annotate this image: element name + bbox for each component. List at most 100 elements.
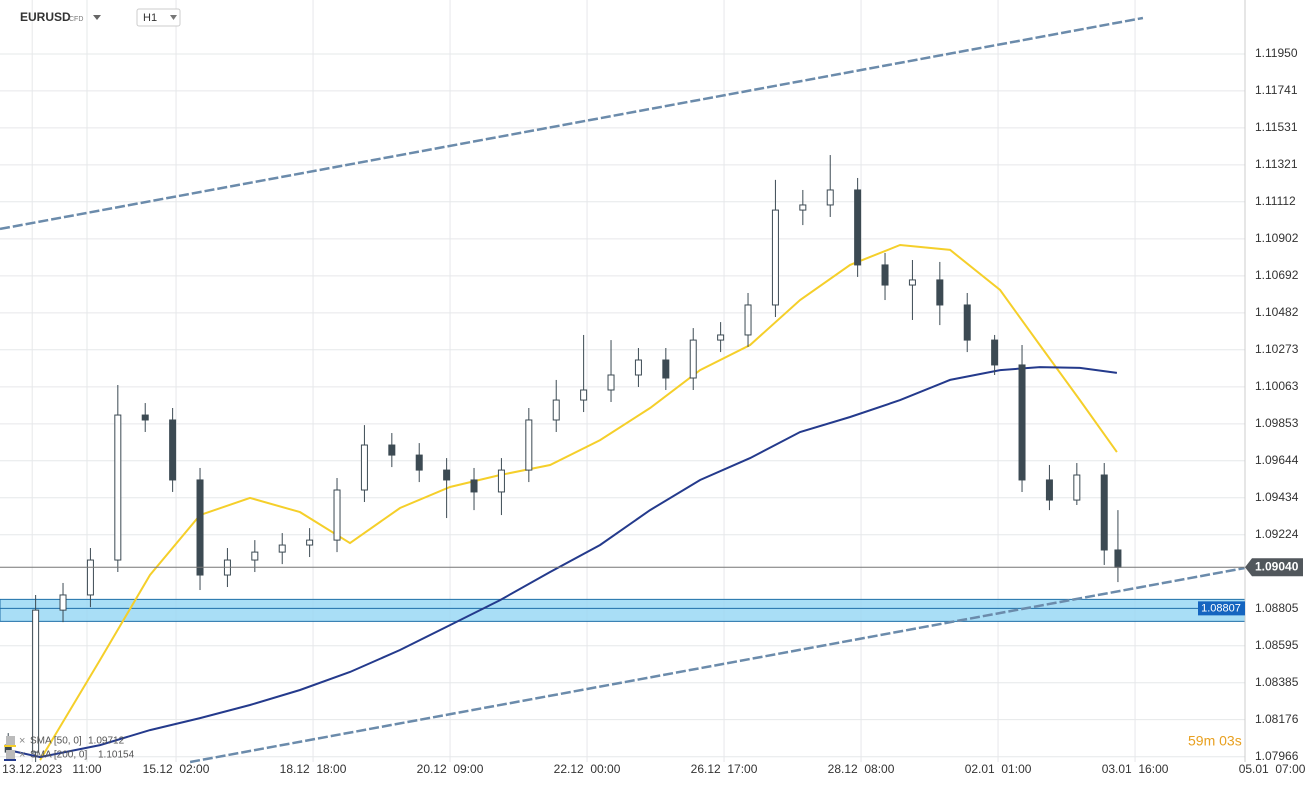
candle-body (86, 559, 94, 596)
support-label-box (1198, 601, 1245, 616)
candle-body (854, 189, 862, 266)
x-tick-label: 03.01 16:00 (1102, 762, 1169, 776)
last-price-label: 1.09040 (1255, 559, 1299, 573)
timeframe-box[interactable] (136, 8, 181, 27)
y-tick-label: 1.08805 (1255, 601, 1299, 615)
candle-body (991, 339, 999, 366)
legend-close[interactable]: × (19, 735, 25, 747)
candle-body (552, 399, 560, 421)
candle-body (607, 374, 615, 391)
y-tick-label: 1.09434 (1255, 490, 1299, 504)
x-tick-label: 15.12 02:00 (143, 762, 210, 776)
trendline (0, 16, 1144, 231)
legend-value: 1.10154 (98, 750, 135, 761)
candle-body (388, 444, 396, 456)
candle-body (744, 304, 752, 336)
y-tick-label: 1.11950 (1255, 46, 1298, 60)
y-tick-label: 1.10063 (1255, 379, 1299, 393)
candle-body (936, 279, 944, 306)
y-tick-label: 1.08385 (1255, 675, 1299, 689)
support-label: 1.08807 (1201, 602, 1241, 614)
header: EURUSD CFD H1 (20, 8, 181, 27)
candle-body (251, 551, 259, 561)
timeframe-dropdown[interactable] (170, 15, 177, 20)
candle-body (1100, 474, 1108, 551)
y-tick-label: 1.11531 (1255, 120, 1298, 134)
countdown: 59m 03s (1188, 733, 1242, 749)
sma-line (39, 243, 1118, 761)
candle-body (525, 419, 533, 471)
candle-body (32, 609, 40, 753)
candle-body (1114, 549, 1122, 568)
candle-body (881, 264, 889, 286)
last-price-box (1245, 558, 1303, 577)
trendline (189, 566, 1246, 764)
candle-body (689, 339, 697, 379)
candle-body (771, 209, 779, 306)
y-tick-label: 1.10273 (1255, 342, 1299, 356)
candle-body (114, 414, 122, 561)
legend-icon[interactable] (6, 750, 15, 759)
y-tick-label: 1.09224 (1255, 527, 1299, 541)
y-tick-label: 1.08176 (1255, 712, 1299, 726)
candle-body (278, 544, 286, 553)
candle-body (333, 489, 341, 541)
candle-body (963, 304, 971, 341)
y-tick-label: 1.10902 (1255, 231, 1299, 245)
x-tick-label: 13.12.2023 (2, 762, 62, 776)
candle-body (415, 454, 423, 471)
timeframe[interactable]: H1 (143, 12, 157, 24)
sma-line (7, 366, 1118, 759)
x-tick-label: 05.01 07:00 (1239, 762, 1306, 776)
candle-body (141, 414, 149, 421)
x-tick-label: 18.12 18:00 (280, 762, 347, 776)
x-tick-label: 11:00 (72, 762, 101, 776)
candle-body (717, 334, 725, 341)
legend-icon[interactable] (6, 736, 15, 745)
candle-body (360, 444, 368, 491)
y-tick-label: 1.09644 (1255, 453, 1299, 467)
candle-body (443, 469, 451, 481)
legend-name: SMA [200, 0] (30, 750, 87, 761)
symbol[interactable]: EURUSD (20, 10, 71, 24)
y-tick-label: 1.11321 (1255, 157, 1298, 171)
x-tick-label: 28.12 08:00 (828, 762, 895, 776)
candle-body (1018, 364, 1026, 481)
y-tick-label: 1.08595 (1255, 638, 1299, 652)
legend-close[interactable]: × (19, 749, 25, 761)
candle-body (634, 359, 642, 376)
support-zone (0, 598, 1246, 622)
candle-body (59, 594, 67, 611)
legend-name: SMA [50, 0] (30, 736, 82, 747)
candle-body (662, 359, 670, 379)
candle-body (826, 189, 834, 206)
candle-body (1073, 474, 1081, 501)
y-tick-label: 1.11741 (1255, 83, 1298, 97)
candle-body (196, 479, 204, 576)
x-tick-label: 02.01 01:00 (965, 762, 1032, 776)
x-tick-label: 26.12 17:00 (691, 762, 758, 776)
symbol-kind: CFD (69, 16, 83, 23)
legend: × SMA [50, 0] 1.09712 × SMA [200, 0] 1.10154 (4, 735, 135, 761)
candle-body (580, 389, 588, 401)
y-tick-label: 1.09853 (1255, 416, 1299, 430)
candle-body (306, 539, 314, 546)
candle-body (799, 204, 807, 211)
symbol-dropdown[interactable] (93, 15, 101, 20)
candle-body (908, 279, 916, 286)
x-tick-label: 20.12 09:00 (417, 762, 484, 776)
y-tick-label: 1.10482 (1255, 305, 1299, 319)
y-tick-label: 1.07966 (1255, 749, 1299, 763)
candle-body (169, 419, 177, 481)
y-tick-label: 1.11112 (1255, 194, 1296, 208)
plot-area (0, 0, 1246, 764)
candle-body (470, 479, 478, 493)
candle-body (1045, 479, 1053, 501)
x-tick-label: 22.12 00:00 (554, 762, 621, 776)
y-tick-label: 1.10692 (1255, 268, 1299, 282)
legend-value: 1.09712 (88, 736, 125, 747)
candle-body (497, 469, 505, 493)
